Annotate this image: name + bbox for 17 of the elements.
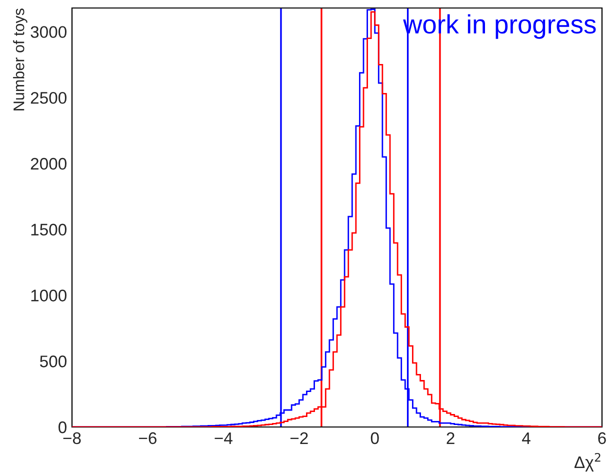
- y-tick-label: 1000: [31, 290, 66, 302]
- x-tick-label: 4: [522, 432, 530, 444]
- y-tick-label: 0: [58, 421, 66, 434]
- x-axis-title: Δχ$^{2}$: [574, 452, 600, 472]
- x-tick-label: 0: [370, 432, 379, 444]
- y-tick-label: 500: [40, 356, 66, 368]
- y-tick-label: 3000: [30, 26, 66, 38]
- x-tick-label: 6: [598, 432, 606, 444]
- x-tick-label: −2: [290, 432, 308, 444]
- x-tick-label: −8: [63, 432, 81, 444]
- x-tick-label: −6: [139, 432, 156, 444]
- y-tick-label: 2000: [30, 158, 66, 170]
- x-tick-label: −4: [214, 432, 232, 444]
- y-axis-title: Number of toys: [13, 8, 28, 110]
- x-tick-label: 2: [446, 432, 454, 444]
- y-tick-label: 2500: [30, 92, 66, 104]
- y-tick-label: 1500: [31, 224, 66, 236]
